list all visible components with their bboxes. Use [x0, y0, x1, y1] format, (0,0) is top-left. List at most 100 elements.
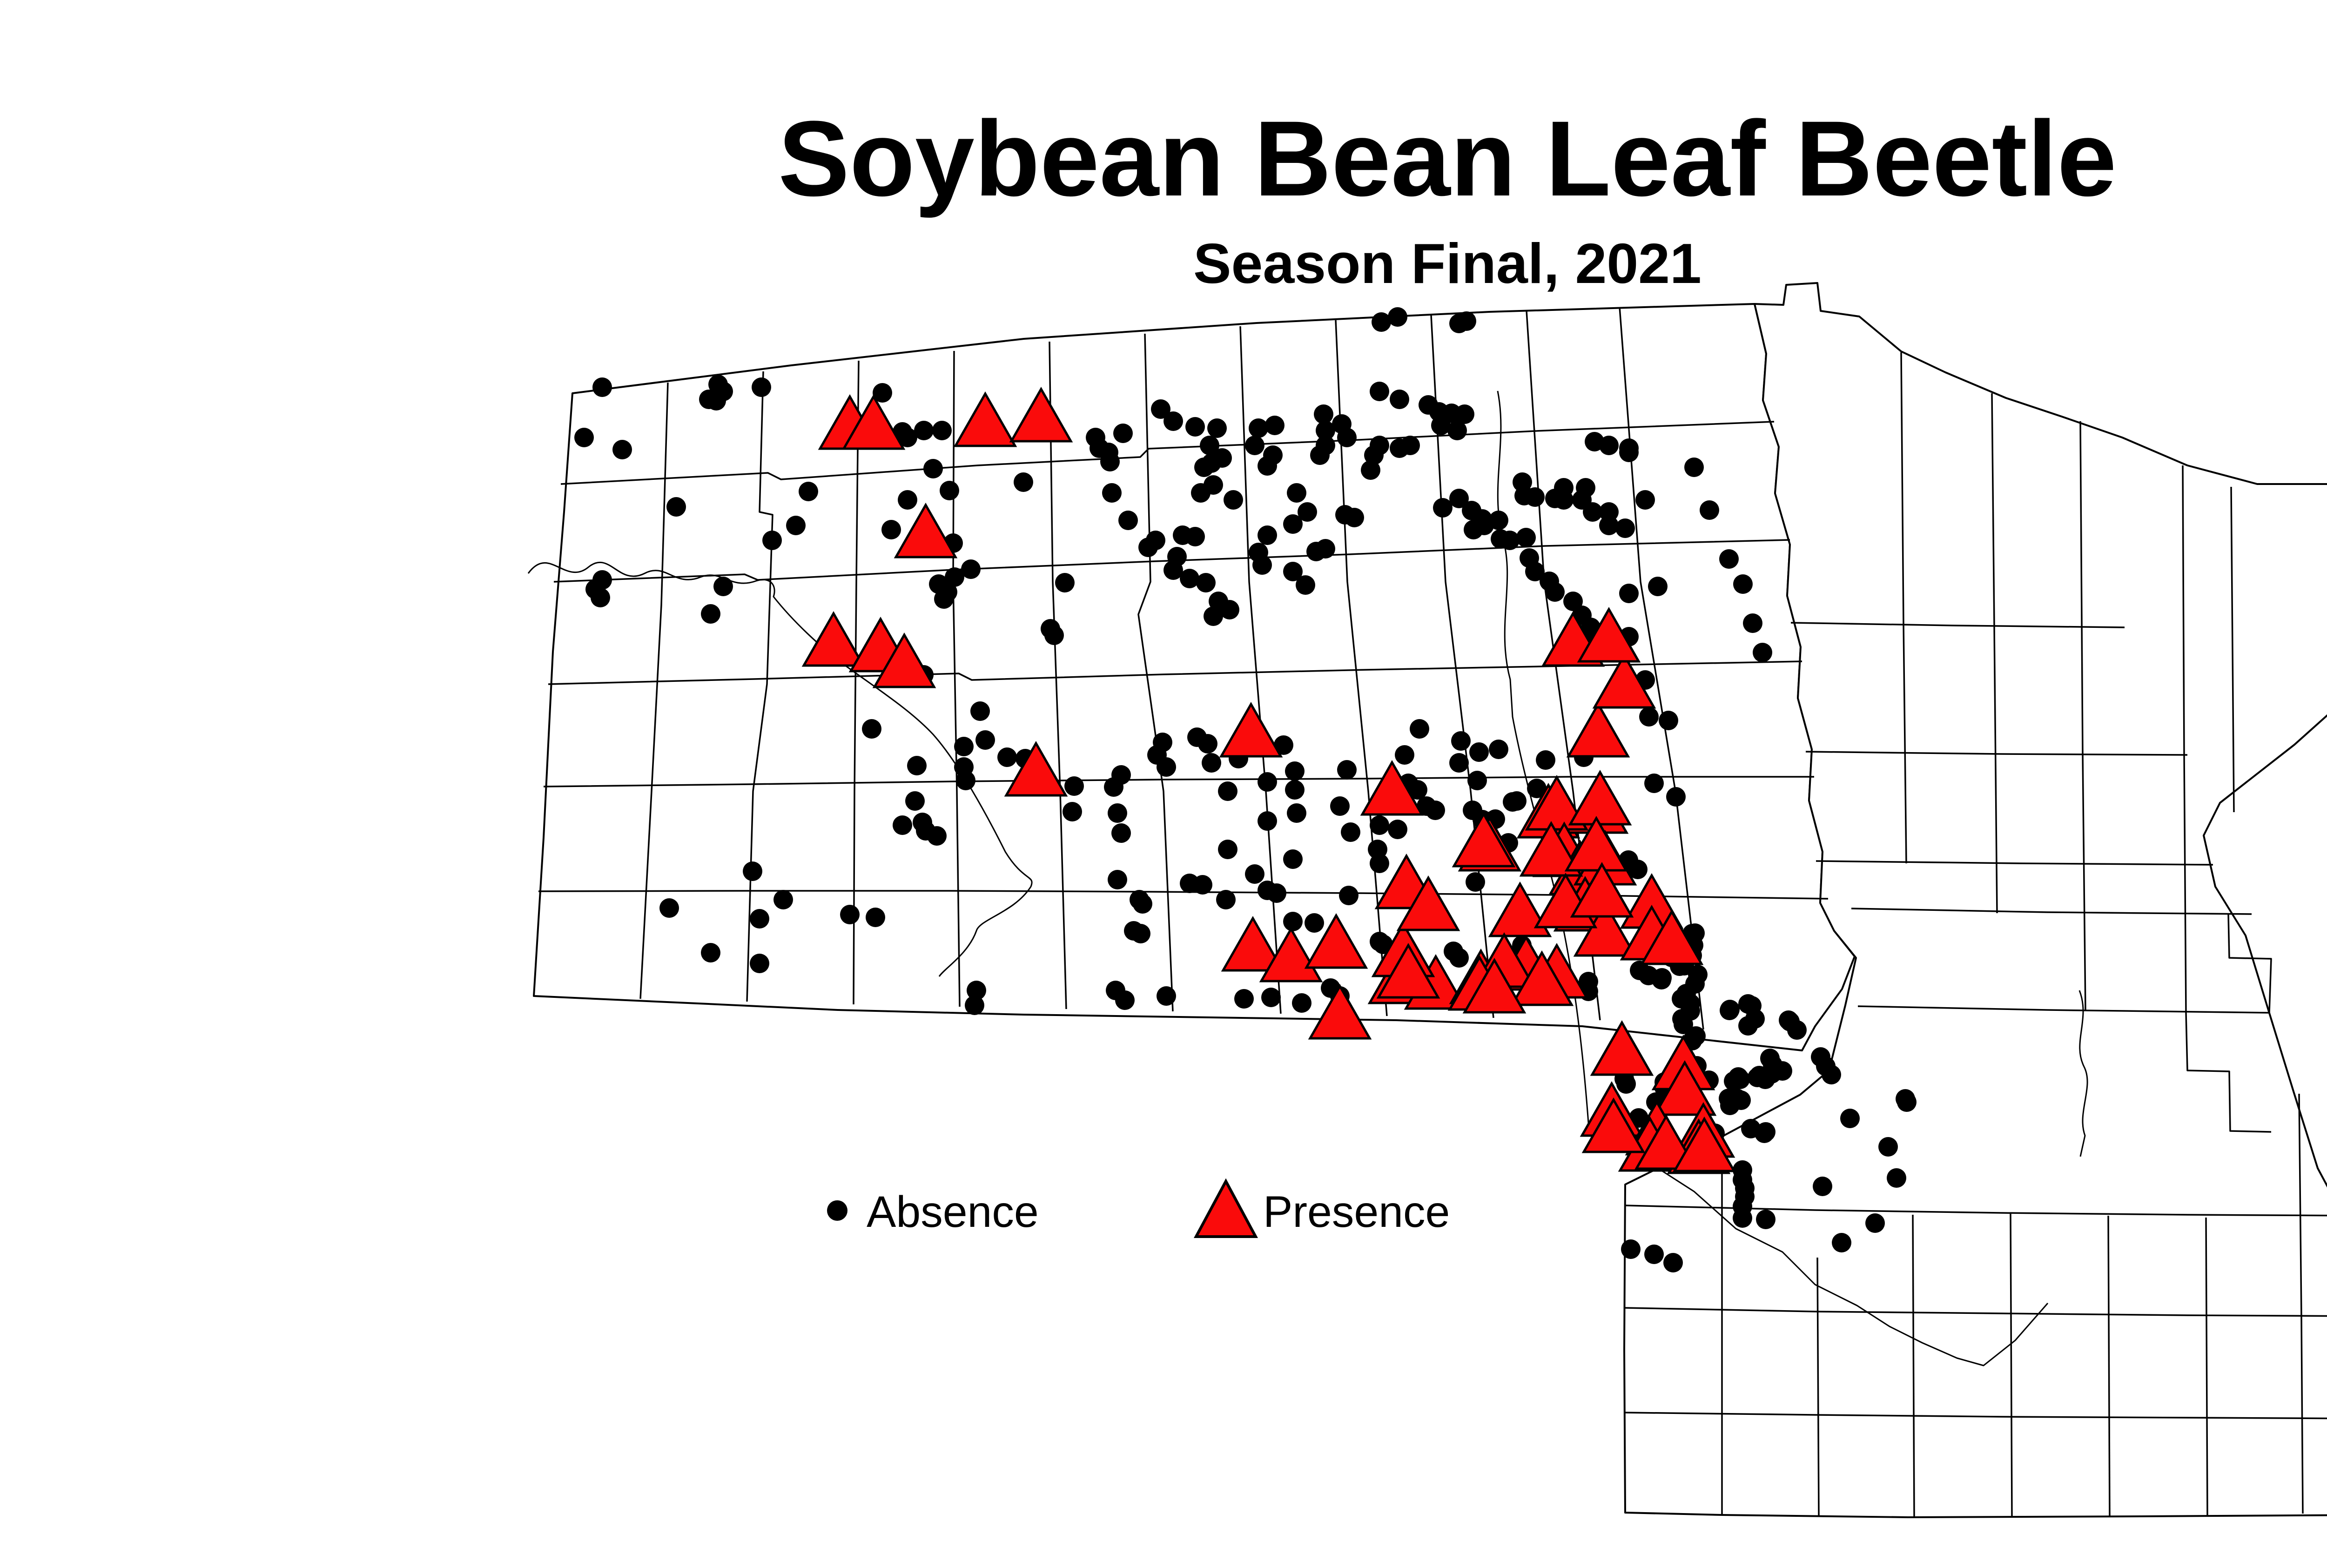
absence-dot — [1840, 1109, 1860, 1128]
absence-dot — [1196, 573, 1216, 592]
absence-dot — [799, 482, 818, 501]
legend: Absence Presence — [827, 1178, 1450, 1238]
absence-dot — [1245, 864, 1264, 884]
absence-dot — [591, 588, 610, 607]
presence-triangle — [1672, 1116, 1736, 1172]
absence-dot — [1700, 500, 1719, 520]
absence-dot — [1296, 575, 1315, 595]
absence-dot — [866, 908, 885, 927]
absence-dot — [1464, 520, 1483, 539]
absence-dot — [592, 377, 612, 397]
absence-dot — [1621, 1239, 1641, 1259]
presence-triangle — [1452, 811, 1516, 868]
absence-dot — [1576, 478, 1595, 498]
county-line — [746, 371, 773, 1002]
county-line — [1991, 393, 1998, 914]
river-line — [1497, 390, 1590, 1136]
absence-legend-dot-icon — [827, 1200, 847, 1221]
absence-dot — [1720, 1096, 1740, 1115]
absence-dot — [1545, 582, 1565, 602]
absence-dot — [1345, 508, 1364, 527]
absence-dot — [1337, 760, 1357, 780]
absence-dot — [1753, 643, 1772, 662]
absence-dot — [1204, 606, 1223, 626]
absence-dot — [893, 815, 912, 835]
absence-dot — [940, 481, 959, 500]
absence-dot — [1516, 528, 1536, 547]
absence-dot — [1433, 498, 1453, 518]
county-line — [2185, 1012, 2272, 1133]
absence-dot — [1684, 458, 1704, 477]
absence-dot — [1644, 774, 1664, 793]
absence-dot — [1330, 796, 1350, 816]
county-line — [1790, 622, 2125, 628]
absence-dot — [1133, 894, 1152, 914]
absence-dot — [932, 421, 952, 440]
absence-dot — [1451, 731, 1471, 751]
absence-dot — [975, 730, 995, 750]
absence-dot — [762, 531, 782, 550]
absence-dot — [1738, 1016, 1758, 1036]
absence-dot — [840, 905, 860, 924]
absence-dot — [1447, 421, 1467, 440]
absence-dot — [954, 737, 974, 756]
absence-dot — [1337, 428, 1357, 447]
absence-dot — [1316, 421, 1335, 440]
presence-triangle — [1570, 861, 1634, 918]
absence-dot — [1220, 600, 1239, 619]
absence-dot — [1287, 803, 1306, 823]
absence-dot — [862, 719, 881, 739]
absence-dot — [1395, 745, 1414, 765]
absence-dot — [1283, 562, 1303, 581]
absence-dot — [1648, 577, 1668, 596]
absence-dot — [1431, 416, 1451, 435]
county-line — [952, 350, 961, 1007]
absence-dot — [1615, 518, 1635, 538]
absence-dot — [1372, 312, 1391, 332]
presence-triangle — [1577, 606, 1641, 663]
absence-dot — [1554, 490, 1574, 510]
absence-dot — [1663, 1253, 1683, 1272]
absence-dot — [1185, 527, 1205, 546]
absence-dot — [1265, 416, 1285, 435]
absence-dot — [1388, 307, 1407, 327]
absence-dot — [1388, 820, 1407, 839]
absence-dot — [1400, 436, 1420, 455]
absence-dot — [967, 981, 986, 1000]
absence-dot — [1449, 489, 1469, 508]
absence-dot — [1370, 815, 1389, 835]
presence-triangle — [1009, 386, 1073, 443]
absence-dot — [1728, 1067, 1748, 1087]
presence-triangle — [1640, 909, 1704, 965]
county-line — [2107, 1215, 2111, 1516]
county-line — [1335, 320, 1388, 1016]
county-line — [2230, 486, 2235, 813]
absence-dot — [1191, 483, 1211, 503]
presence-triangle — [1566, 701, 1630, 758]
absence-dot — [1138, 538, 1158, 557]
absence-dot — [752, 377, 771, 397]
absence-dot — [701, 604, 720, 624]
absence-dot — [1897, 1092, 1917, 1112]
absence-dot — [1762, 1064, 1782, 1083]
absence-dot — [907, 756, 927, 775]
presence-triangle — [1488, 881, 1552, 937]
absence-dot — [574, 428, 594, 447]
absence-dot — [1525, 562, 1545, 581]
absence-dot — [1261, 988, 1281, 1007]
county-line — [1624, 1307, 2327, 1317]
absence-dot — [1500, 531, 1520, 550]
absence-dot — [934, 589, 954, 609]
presence-triangle — [1360, 760, 1424, 816]
absence-legend-label: Absence — [867, 1187, 1039, 1237]
absence-dot — [1599, 502, 1619, 522]
county-line — [2298, 1093, 2304, 1514]
absence-dot — [1738, 994, 1758, 1014]
absence-dot — [873, 383, 892, 403]
absence-dot — [1536, 750, 1555, 770]
county-line — [1430, 315, 1494, 1018]
absence-dot — [1234, 989, 1254, 1009]
presence-triangle — [841, 394, 906, 450]
absence-dot — [1865, 1213, 1885, 1233]
absence-dot — [1408, 780, 1427, 800]
